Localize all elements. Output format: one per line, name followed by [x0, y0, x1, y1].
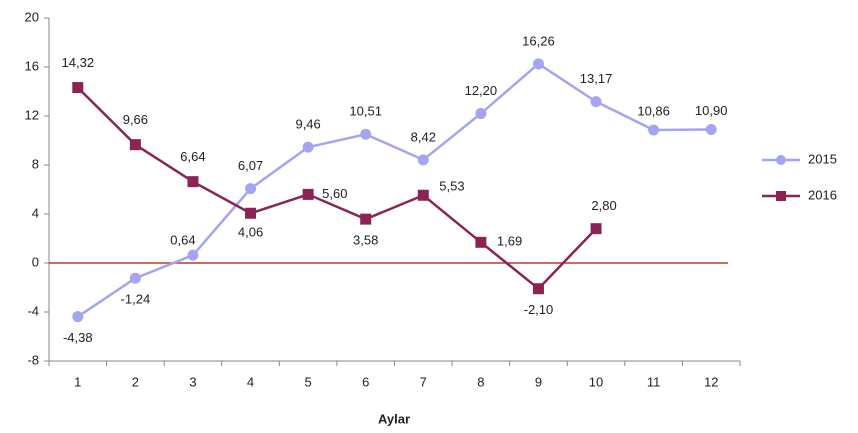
y-tick-label: 4 [32, 205, 39, 220]
x-axis-label: Aylar [378, 411, 410, 426]
x-tick-label: 3 [189, 374, 196, 389]
point [590, 96, 602, 108]
data-label: 16,26 [522, 33, 555, 48]
data-label: -1,24 [121, 292, 151, 307]
legend-marker [776, 155, 786, 165]
data-label: 14,32 [62, 55, 95, 70]
data-label: 6,07 [238, 158, 263, 173]
point [705, 123, 717, 135]
x-tick-label: 10 [589, 374, 603, 389]
x-tick-label: 11 [647, 374, 661, 389]
point [129, 272, 141, 284]
data-label: 13,17 [580, 71, 613, 86]
point [417, 189, 429, 201]
data-label: 10,51 [349, 104, 382, 119]
point [360, 128, 372, 140]
x-tick-label: 6 [362, 374, 369, 389]
point [475, 236, 487, 248]
x-tick-label: 7 [420, 374, 427, 389]
point [187, 249, 199, 261]
point [417, 154, 429, 166]
point [648, 124, 660, 136]
y-tick-label: -8 [27, 352, 39, 367]
series-line [77, 62, 712, 318]
series-line [76, 86, 597, 291]
data-label: 0,64 [170, 233, 195, 248]
point [360, 213, 372, 225]
point [532, 283, 544, 295]
y-tick-label: 16 [25, 58, 39, 73]
y-tick-label: 8 [32, 156, 39, 171]
x-tick-label: 12 [704, 374, 718, 389]
data-label: 5,53 [439, 179, 464, 194]
data-label: 10,86 [637, 103, 670, 118]
data-label: 8,42 [411, 129, 436, 144]
point [72, 311, 84, 323]
data-label: 1,69 [497, 234, 522, 249]
legend-label: 2016 [808, 187, 837, 202]
x-tick-label: 2 [132, 374, 139, 389]
point [590, 223, 602, 235]
point [302, 141, 314, 153]
x-tick-label: 8 [477, 374, 484, 389]
point [72, 82, 84, 94]
data-label: -2,10 [524, 302, 554, 317]
point [302, 188, 314, 200]
point [245, 183, 257, 195]
y-tick-label: -4 [27, 303, 39, 318]
data-label: 12,20 [465, 83, 498, 98]
x-tick-label: 4 [247, 374, 254, 389]
x-tick-label: 9 [535, 374, 542, 389]
x-tick-label: 5 [305, 374, 312, 389]
point [245, 207, 257, 219]
data-label: 5,60 [322, 186, 347, 201]
data-label: 3,58 [353, 233, 378, 248]
y-tick-label: 0 [32, 254, 39, 269]
data-label: 2,80 [591, 198, 616, 213]
legend-marker [776, 191, 786, 201]
point [532, 58, 544, 70]
point [475, 108, 487, 120]
data-label: -4,38 [63, 330, 93, 345]
data-label: 9,46 [295, 117, 320, 132]
x-tick-label: 1 [74, 374, 81, 389]
y-tick-label: 12 [25, 107, 39, 122]
point [129, 139, 141, 151]
data-label: 9,66 [123, 112, 148, 127]
legend-label: 2015 [808, 151, 837, 166]
data-label: 10,90 [695, 103, 728, 118]
data-label: 4,06 [238, 225, 263, 240]
data-label: 6,64 [180, 149, 205, 164]
point [187, 176, 199, 188]
y-tick-label: 20 [25, 9, 39, 24]
